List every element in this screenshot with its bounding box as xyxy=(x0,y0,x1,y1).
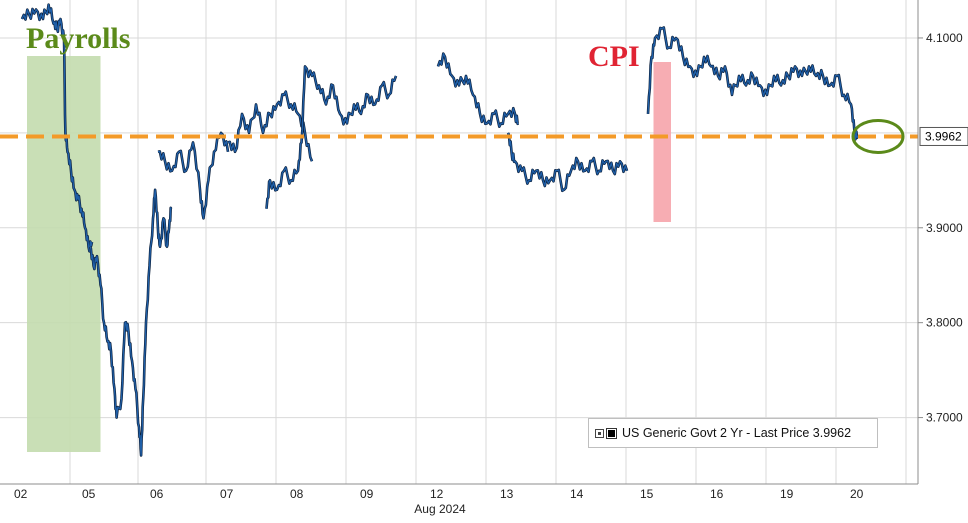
x-tick-label: 15 xyxy=(640,487,654,501)
legend-toggle-icon[interactable] xyxy=(595,428,604,438)
x-tick-label: 19 xyxy=(780,487,794,501)
x-tick-label: 06 xyxy=(150,487,164,501)
series-line xyxy=(265,65,397,209)
legend-series-swatch-icon xyxy=(606,427,617,439)
y-tick-label: 4.1000 xyxy=(926,31,963,45)
last-price-circle xyxy=(851,118,905,154)
payrolls-shade xyxy=(27,56,101,452)
series-line-shadow xyxy=(506,132,629,193)
series-line xyxy=(157,132,229,219)
legend: US Generic Govt 2 Yr - Last Price 3.9962 xyxy=(588,418,878,448)
x-tick-label: 02 xyxy=(14,487,28,501)
y-tick-label: 3.8000 xyxy=(926,316,963,330)
series-line xyxy=(89,189,172,457)
x-tick-label: 07 xyxy=(220,487,234,501)
y-tick-label: 3.7000 xyxy=(926,411,963,425)
grid xyxy=(0,0,918,484)
x-tick-label: 13 xyxy=(500,487,514,501)
price-series xyxy=(20,3,860,457)
series-line xyxy=(507,132,628,192)
reference-line: 3.9962 xyxy=(0,118,968,154)
x-tick-label: 12 xyxy=(430,487,444,501)
event-shading xyxy=(27,56,671,452)
series-line xyxy=(437,52,519,128)
last-price-tag xyxy=(919,126,968,146)
payrolls-label: Payrolls xyxy=(26,22,130,55)
cpi-label: CPI xyxy=(588,40,640,73)
series-line-shadow xyxy=(646,26,860,141)
cpi-shade xyxy=(653,62,671,222)
x-tick-label: 09 xyxy=(360,487,374,501)
annotations: Payrolls CPI xyxy=(26,22,640,73)
y-tick-label: 3.9000 xyxy=(926,221,963,235)
series-line xyxy=(647,26,859,140)
last-price-label: 3.9962 xyxy=(925,129,962,143)
x-tick-label: 08 xyxy=(290,487,304,501)
x-tick-label: 05 xyxy=(82,487,96,501)
series-line xyxy=(227,90,313,162)
x-tick-label: 20 xyxy=(850,487,864,501)
legend-series-label: US Generic Govt 2 Yr - Last Price 3.9962 xyxy=(622,426,852,440)
x-tick-label: 16 xyxy=(710,487,724,501)
x-tick-label: 14 xyxy=(570,487,584,501)
x-axis-label: Aug 2024 xyxy=(414,502,466,516)
series-line xyxy=(21,4,93,252)
